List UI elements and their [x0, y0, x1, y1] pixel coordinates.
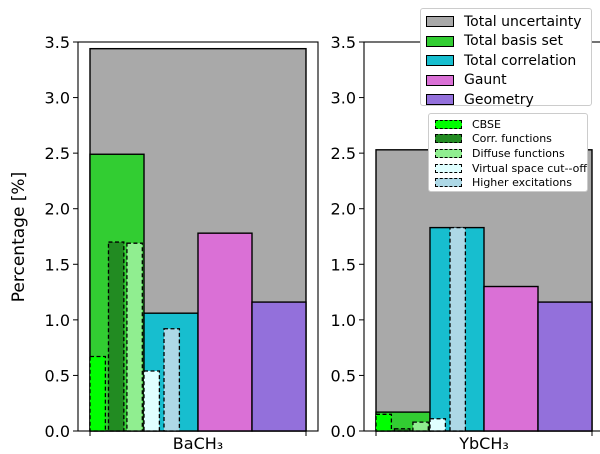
bar-gaunt-0	[197, 232, 253, 432]
legend-sub: CBSE Corr. functions Diffuse functions Virt…	[428, 113, 588, 192]
legend-label: Virtual space cut--off	[472, 161, 587, 175]
y-tick-label: 3.0	[45, 89, 70, 108]
legend-label: Gaunt	[464, 72, 507, 89]
legend-swatch	[435, 178, 462, 188]
bar-corr-functions-0	[107, 241, 125, 432]
legend-label: Corr. functions	[472, 132, 552, 146]
y-tick-label: 0.0	[45, 422, 70, 441]
bar-diffuse-functions-1	[412, 421, 429, 432]
legend-swatch	[426, 16, 454, 28]
legend-main: Total uncertainty Total basis set Total co…	[420, 8, 592, 108]
bar-corr-functions-1	[393, 428, 411, 432]
bar-higher-excitations-1	[449, 226, 467, 432]
y-tick-label: 1.0	[45, 311, 70, 330]
plot-frame-0	[77, 41, 319, 432]
legend-label: CBSE	[472, 117, 501, 131]
y-tick-label: 2.5	[331, 144, 356, 163]
legend-label: Total basis set	[464, 33, 563, 50]
y-tick-label: 1.5	[331, 255, 356, 274]
legend-item: Total uncertainty	[426, 12, 586, 32]
legend-item: Geometry	[426, 90, 586, 110]
bar-gaunt-1	[483, 285, 539, 432]
legend-label: Higher excitations	[472, 176, 572, 190]
y-tick-label: 3.0	[331, 89, 356, 108]
legend-item: Gaunt	[426, 71, 586, 91]
legend-item: Total basis set	[426, 32, 586, 52]
y-tick-label: 0.5	[331, 366, 356, 385]
bar-cbse-0	[89, 355, 107, 432]
legend-item: Corr. functions	[435, 132, 582, 147]
y-tick-label: 3.5	[45, 33, 70, 52]
legend-label: Total correlation	[464, 52, 577, 69]
bar-cbse-1	[375, 413, 393, 432]
legend-item: Diffuse functions	[435, 146, 582, 161]
bar-diffuse-functions-0	[126, 242, 143, 432]
y-tick-label: 0.0	[331, 422, 356, 441]
y-tick-label: 2.0	[45, 200, 70, 219]
legend-item: Virtual space cut--off	[435, 161, 587, 176]
x-category-label: YbCH₃	[458, 434, 509, 453]
legend-label: Diffuse functions	[472, 146, 565, 160]
legend-item: Higher excitations	[435, 175, 582, 190]
legend-item: CBSE	[435, 117, 582, 132]
y-tick-label: 2.5	[45, 144, 70, 163]
legend-swatch	[426, 35, 454, 47]
legend-swatch	[426, 74, 454, 86]
legend-swatch	[435, 119, 462, 129]
legend-swatch	[435, 134, 462, 144]
bar-virtual-space-cut-off-1	[429, 418, 447, 432]
chart-panels: 0.0 0.5 1.0 1.5 2.0 2.5 3.0 3.5 BaCH₃ 0.0 0.5 1.0 1.…	[45, 33, 600, 453]
legend-label: Total uncertainty	[464, 13, 582, 30]
y-tick-label: 3.5	[331, 33, 356, 52]
legend-label: Geometry	[464, 91, 534, 108]
legend-swatch	[426, 55, 454, 67]
y-tick-label: 1.0	[331, 311, 356, 330]
legend-item: Total correlation	[426, 51, 586, 71]
bar-virtual-space-cut-off-0	[143, 370, 161, 432]
bar-geometry-1	[537, 301, 593, 432]
bar-geometry-0	[251, 301, 307, 432]
legend-swatch	[435, 163, 462, 173]
legend-swatch	[426, 94, 454, 106]
y-axis-label: Percentage [%]	[9, 172, 29, 302]
y-tick-label: 0.5	[45, 366, 70, 385]
y-tick-label: 2.0	[331, 200, 356, 219]
bar-higher-excitations-0	[163, 328, 181, 432]
y-tick-label: 1.5	[45, 255, 70, 274]
x-category-label: BaCH₃	[173, 434, 223, 453]
legend-swatch	[435, 148, 462, 158]
